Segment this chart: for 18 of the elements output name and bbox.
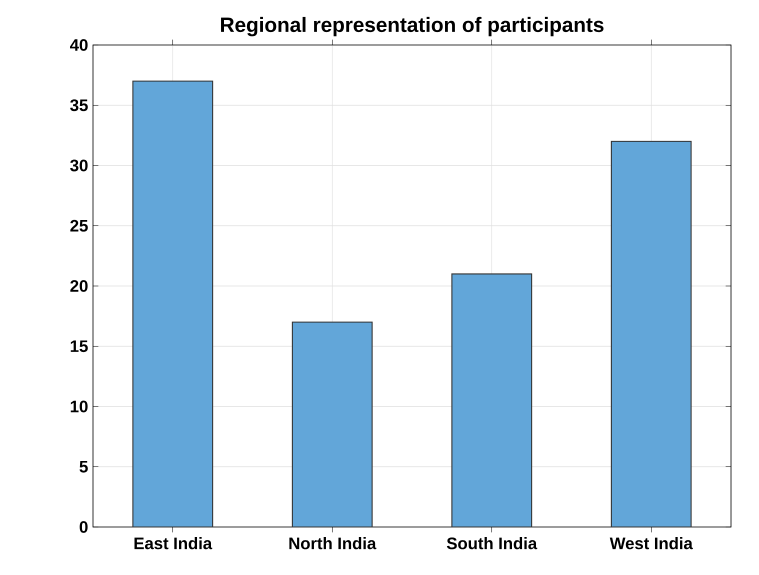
x-tick-label: South India xyxy=(446,537,538,550)
x-tick-label: West India xyxy=(610,537,693,550)
y-tick-label: 40 xyxy=(70,39,88,51)
y-tick-label: 20 xyxy=(70,280,88,292)
chart-title: Regional representation of participants xyxy=(221,16,604,36)
y-tick-label: 10 xyxy=(70,400,88,412)
y-tick-label: 0 xyxy=(80,521,88,533)
y-tick-label: 30 xyxy=(70,160,88,172)
x-tick-label: East India xyxy=(134,537,212,550)
y-tick-label: 5 xyxy=(80,460,88,473)
y-tick-label: 35 xyxy=(70,99,88,112)
bar xyxy=(292,322,373,527)
bar xyxy=(451,273,532,527)
x-tick-label: North India xyxy=(289,537,376,550)
bar xyxy=(610,140,692,527)
y-tick-label: 15 xyxy=(70,340,88,352)
y-tick-label: 25 xyxy=(70,220,88,232)
bar xyxy=(132,80,214,527)
